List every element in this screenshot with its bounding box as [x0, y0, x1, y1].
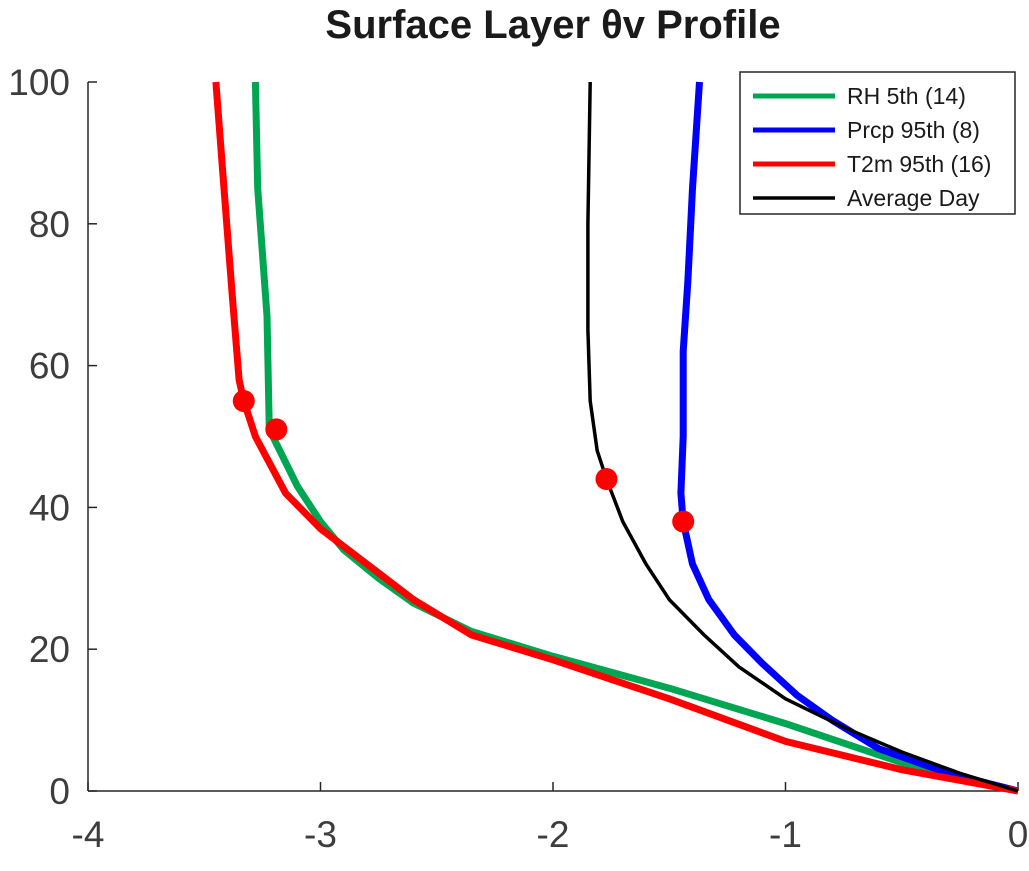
x-tick-label: -1 [769, 814, 802, 855]
x-tick-label: -4 [72, 814, 105, 855]
legend-label: Prcp 95th (8) [847, 117, 980, 143]
series-marker-1 [265, 418, 288, 441]
axes: -4 -3 -2 -1 0 0 20 40 60 80 100 [8, 62, 1028, 855]
series-line-3 [212, 81, 1019, 795]
marker-layer [232, 390, 695, 533]
y-tick-label: 40 [29, 487, 70, 528]
series-line-1 [251, 81, 1019, 795]
series-marker-2 [672, 510, 695, 533]
y-tick-label: 80 [29, 204, 70, 245]
y-tick-label: 60 [29, 346, 70, 387]
series-marker-3 [232, 390, 255, 413]
x-tick-label: -3 [304, 814, 337, 855]
y-tick-label: 0 [49, 771, 70, 812]
series-line-4 [586, 81, 1019, 793]
legend: RH 5th (14) Prcp 95th (8) T2m 95th (16) Ave… [739, 71, 1016, 215]
x-tick-label: -2 [537, 814, 570, 855]
chart-title: Surface Layer θv Profile [325, 3, 780, 47]
series-layer [212, 81, 1019, 795]
legend-label: RH 5th (14) [847, 83, 966, 109]
x-tick-label: 0 [1008, 814, 1029, 855]
legend-label: T2m 95th (16) [847, 151, 991, 177]
y-tick-label: 20 [29, 629, 70, 670]
y-tick-label: 100 [8, 62, 70, 103]
series-line-2 [677, 81, 1019, 795]
legend-label: Average Day [847, 185, 980, 211]
series-marker-4 [595, 468, 618, 491]
